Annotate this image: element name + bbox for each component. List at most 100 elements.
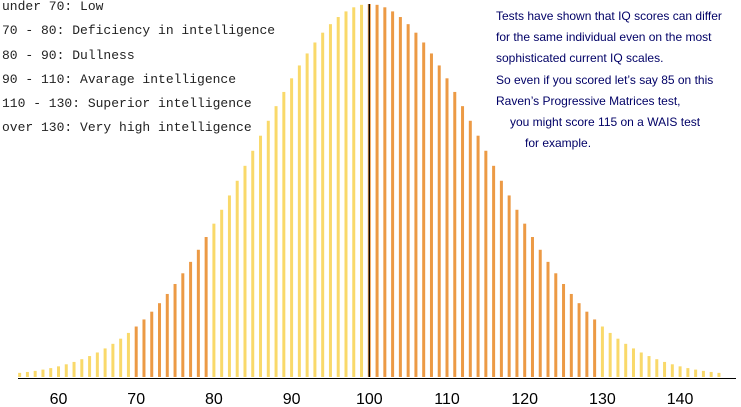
bar	[352, 7, 356, 378]
bar	[41, 369, 45, 377]
bar	[484, 150, 488, 377]
bar	[585, 311, 589, 377]
bar	[119, 338, 123, 377]
legend-item-superior: 110 - 130: Superior intelligence	[2, 96, 252, 112]
bar	[57, 366, 60, 377]
bar	[499, 180, 503, 377]
bar	[383, 7, 387, 378]
bar	[515, 209, 519, 377]
bar	[608, 332, 612, 377]
iq-note: Tests have shown that IQ scores can diff…	[496, 9, 741, 157]
bar	[266, 120, 270, 377]
bar	[538, 249, 542, 377]
bar	[142, 319, 146, 377]
bar	[709, 371, 713, 377]
bar	[429, 53, 433, 377]
bar	[126, 332, 130, 377]
bar	[290, 78, 294, 377]
x-tick-label: 110	[434, 391, 460, 407]
bar	[297, 65, 301, 377]
x-tick-label: 130	[589, 391, 616, 407]
note-line: Raven’s Progressive Matrices test,	[496, 93, 681, 108]
bar	[150, 311, 154, 377]
legend-item-deficiency: 70 - 80: Deficiency in intelligence	[2, 23, 276, 39]
x-tick-label: 100	[356, 391, 383, 407]
bar	[686, 368, 690, 377]
bar	[445, 78, 449, 377]
bars-group	[18, 4, 721, 378]
bar	[678, 366, 682, 377]
bar	[375, 4, 379, 378]
x-tick-label: 120	[511, 391, 538, 407]
bar	[64, 364, 68, 377]
bar	[336, 17, 340, 378]
x-tick-label: 140	[667, 391, 694, 407]
note-line: you might score 115 on a WAIS test	[510, 114, 701, 129]
bar	[530, 237, 534, 377]
bar	[181, 273, 185, 377]
bar	[554, 273, 558, 377]
bar	[546, 261, 550, 377]
bar	[701, 370, 705, 377]
bar	[204, 237, 208, 377]
bar	[655, 359, 659, 377]
bar	[282, 91, 286, 377]
bar	[103, 348, 107, 377]
bar	[165, 293, 169, 377]
bar	[437, 65, 441, 377]
bar	[173, 283, 177, 377]
bar	[507, 195, 511, 377]
bar	[72, 361, 76, 377]
bar	[235, 180, 239, 377]
bar	[321, 32, 325, 378]
x-tick-label: 60	[50, 391, 68, 407]
bar	[95, 352, 99, 377]
bar	[639, 352, 643, 377]
bar	[251, 150, 255, 377]
bar	[158, 303, 162, 377]
bar	[523, 223, 527, 377]
bar	[616, 338, 620, 377]
legend-item-dullness: 80 - 90: Dullness	[2, 47, 135, 63]
legend-item-low: under 70: Low	[2, 0, 104, 14]
bar	[360, 4, 364, 378]
bar	[414, 32, 418, 378]
bar	[227, 195, 231, 377]
bar	[569, 293, 573, 377]
bar	[49, 368, 53, 377]
bar	[453, 91, 457, 377]
bar	[593, 319, 597, 377]
bar	[631, 348, 635, 377]
bar	[259, 135, 263, 377]
bar	[305, 53, 309, 377]
x-tick-label: 90	[283, 391, 301, 407]
bar	[25, 371, 29, 377]
bar	[694, 369, 698, 377]
bar	[717, 372, 721, 377]
bar	[134, 326, 138, 377]
note-line: for example.	[525, 136, 592, 151]
bar	[313, 42, 317, 377]
x-tick-labels: 60 70 80 90 100 110 120 130 140	[50, 391, 694, 407]
bar	[406, 24, 410, 377]
bar	[647, 356, 651, 377]
bar	[220, 209, 224, 377]
bar	[624, 343, 628, 377]
bar	[189, 261, 193, 377]
bar	[243, 165, 247, 377]
bar	[562, 283, 566, 377]
x-tick-label: 80	[205, 391, 223, 407]
bar	[111, 343, 115, 377]
x-tick-label: 70	[127, 391, 145, 407]
bar	[492, 165, 496, 377]
bar	[468, 120, 472, 377]
bar	[663, 361, 667, 377]
bar	[600, 326, 604, 377]
bar	[33, 370, 37, 377]
bar	[577, 303, 581, 377]
bar	[391, 11, 395, 377]
bar	[670, 364, 674, 377]
note-line: Tests have shown that IQ scores can diff…	[496, 9, 722, 23]
bar	[18, 372, 22, 377]
